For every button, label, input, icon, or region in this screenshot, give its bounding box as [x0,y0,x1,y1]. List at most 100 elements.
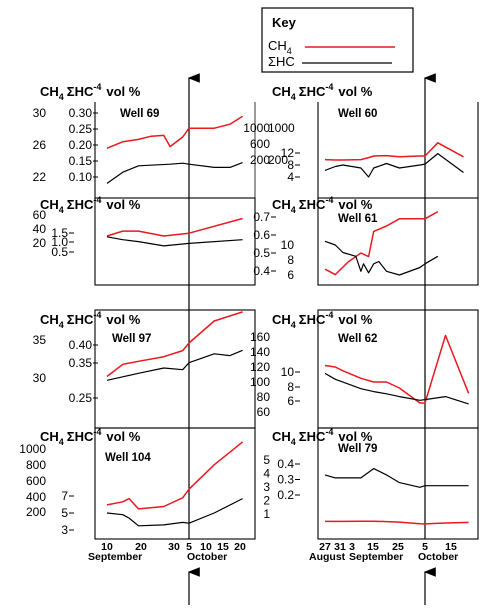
header-well69: CH4 ΣHC-4 vol % [40,82,141,102]
well69b-left-tick-label: 20 [33,236,47,250]
well61-inner-tick-label: 0.6 [253,228,270,242]
well104-left-tick-label: 200 [26,505,46,519]
well62-left-tick-label: 160 [250,330,270,344]
well62-frame [317,309,479,429]
well104-left-tick-label: 1000 [19,442,46,456]
x-tick: 15 [217,541,229,553]
x-month-label: September [349,551,403,563]
well104-inner-tick-label: 7 [61,489,68,503]
well97-left-tick-label: 30 [33,371,47,385]
well60-left-tick-label: 200 [250,153,270,167]
x-tick: 15 [445,541,457,553]
well69-inner-tick-label: 0.10 [69,170,93,184]
well62-inner-tick-label: 6 [287,394,294,408]
x-tick: 20 [135,541,147,553]
well62-left-tick-label: 120 [250,360,270,374]
well60-left-tick-label: 600 [250,137,270,151]
well60-left-tick-label: 1000 [243,121,270,135]
well97-hc-line [106,349,243,381]
well97-left-tick-label: 35 [33,333,47,347]
legend: Key CH4 ΣHC [261,7,414,73]
panel-headers: CH4 ΣHC-4 vol % CH4 ΣHC-4 vol % CH4 ΣHC-4 vol … [40,82,373,447]
well97-inner-tick-label: 0.35 [69,356,93,370]
well61-inner-tick-label: 0.4 [253,264,270,278]
well61-ch4-line [324,210,439,276]
well62-hc-line [324,372,469,405]
well79-hc-line [324,468,469,488]
x-month-label: September [88,551,142,563]
well62-left-tick-label: 60 [257,405,271,419]
well79-left-tick-label: 1 [263,507,270,521]
well60-inner-tick-label: 4 [287,170,294,184]
well104-left-tick-label: 400 [26,490,46,504]
x-tick: 15 [367,541,379,553]
legend-title: Key [272,15,297,30]
well104-label: Well 104 [105,452,151,464]
well79-inner-tick-label: 0.3 [277,473,294,487]
well61-frame [317,197,479,286]
well69-label: Well 69 [120,108,159,120]
legend-box [261,7,414,73]
well69-ch4-line [106,115,244,149]
x-month-label: October [418,551,458,563]
well69-right-tick-label: 200 [268,153,288,167]
x-tick: 27 [319,541,331,553]
well61-left-tick-label: 6 [287,268,294,282]
well61-inner-tick-label: 0.7 [253,210,270,224]
x-tick: 30 [168,541,180,553]
well104-left-tick-label: 600 [26,474,46,488]
well62-label: Well 62 [338,333,377,345]
header-well62: CH4 ΣHC-4 vol % [272,310,373,330]
well104-inner-tick-label: 5 [61,506,68,520]
x-tick: 10 [200,541,212,553]
well60-ch4-line [324,142,464,161]
well60-hc-line [324,153,464,178]
well62-left-tick-label: 100 [250,375,270,389]
well60-inner-tick-label: 12 [281,146,295,160]
well97-label: Well 97 [112,333,151,345]
well69-left-tick-label: 22 [33,170,47,184]
well104-hc-line [106,498,243,527]
well61-inner-tick-label: 0.5 [253,246,270,260]
x-tick: 25 [392,541,404,553]
well79-left-tick-label: 2 [263,494,270,508]
well97-ch4-line [106,311,243,378]
x-tick: 5 [186,541,192,553]
well79-left-tick-label: 3 [263,480,270,494]
well104-frame [94,427,256,540]
well104-ch4-line [106,441,244,510]
well69b-ch4-line [106,217,243,237]
well62-inner-tick-label: 10 [281,365,295,379]
well69-hc-line [106,162,243,184]
well79-label: Well 79 [338,443,377,455]
well62-inner-tick-label: 8 [287,380,294,394]
well79-left-tick-label: 5 [263,453,270,467]
well69-inner-tick-label: 0.15 [69,154,93,168]
well69b-frame [94,197,256,286]
header-well61: CH4 ΣHC-4 vol % [272,195,373,215]
well62-left-tick-label: 140 [250,345,270,359]
well79-inner-tick-label: 0.4 [277,457,294,471]
well62-left-tick-label: 80 [257,390,271,404]
x-axis-right: 27 31 3 15 25 5 15 August September Octo… [309,541,458,563]
well69b-hc-line [106,236,243,247]
plot-layer: 3026220.300.250.200.150.1010002006040201… [19,106,470,537]
left-column [94,102,256,540]
well69-right-tick-label: 1000 [268,121,295,135]
well60-label: Well 60 [338,108,377,120]
header-well69b: CH4 ΣHC-4 vol % [40,195,141,215]
x-tick: 10 [101,541,113,553]
legend-ch4-label: CH4 [268,38,292,56]
well69-inner-tick-label: 0.20 [69,138,93,152]
x-month-label: October [187,551,227,563]
well69-inner-tick-label: 0.25 [69,122,93,136]
x-month-label: August [309,551,346,563]
well61-label: Well 61 [338,213,378,225]
legend-hc-label: ΣHC [268,54,295,69]
well69b-inner-tick-label: 0.5 [51,245,68,259]
well69b-inner-tick-label: 1.5 [51,226,68,240]
x-tick: 31 [334,541,346,553]
well69-left-tick-label: 26 [33,138,47,152]
well69-inner-tick-label: 0.30 [69,106,93,120]
